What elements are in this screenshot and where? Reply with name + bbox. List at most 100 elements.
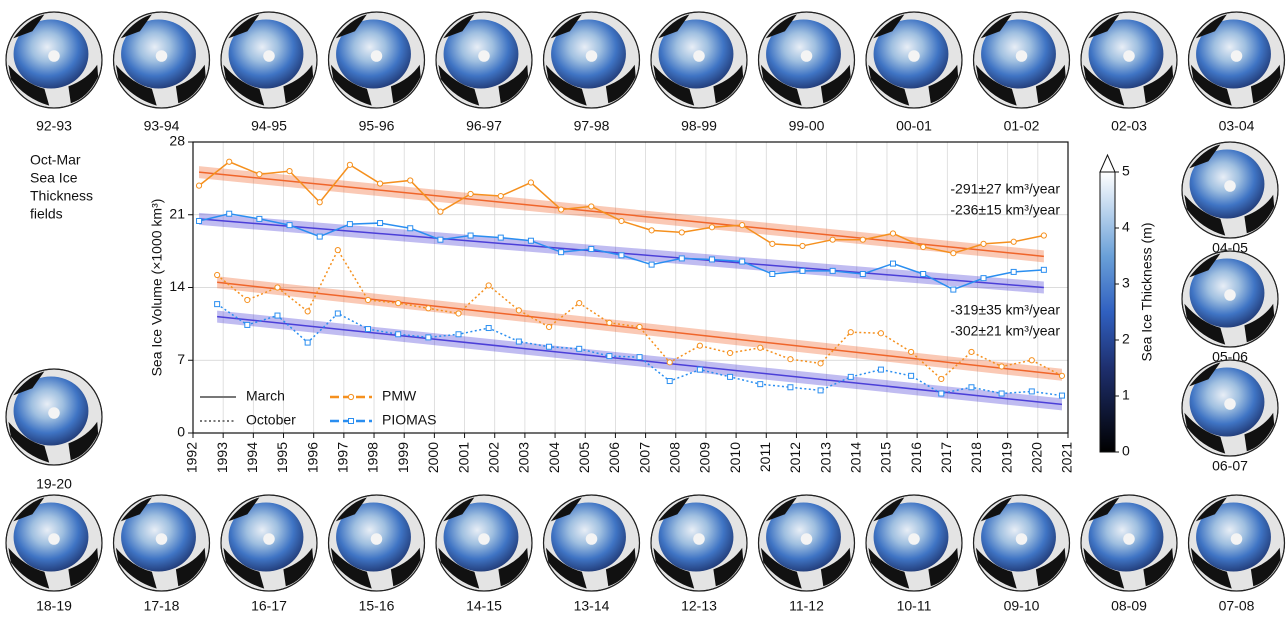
point xyxy=(1040,232,1047,239)
map-label: 11-12 xyxy=(789,598,824,614)
map-rim xyxy=(1181,250,1279,348)
map-land xyxy=(868,64,910,106)
point xyxy=(908,348,915,356)
map-land xyxy=(175,547,206,587)
map-land xyxy=(68,547,99,587)
map-label: 08-09 xyxy=(1111,598,1147,614)
point xyxy=(787,356,794,363)
point xyxy=(739,258,746,265)
point xyxy=(346,221,353,228)
map-rim xyxy=(112,11,211,109)
map-pole xyxy=(693,533,705,545)
map: 03-04 xyxy=(1187,11,1286,134)
map-land xyxy=(8,421,50,463)
map-rim xyxy=(435,11,533,109)
x-tick-label: 2020 xyxy=(1029,442,1045,473)
map-land xyxy=(283,64,314,104)
map-land xyxy=(713,547,744,587)
map-land xyxy=(8,64,50,106)
map-label: 94-95 xyxy=(251,118,287,134)
point xyxy=(920,270,927,277)
point xyxy=(890,260,896,267)
colorbar-tick-label: 4 xyxy=(1122,219,1130,235)
map-land xyxy=(115,547,157,589)
map-pole xyxy=(263,533,275,545)
colorbar-tick-label: 5 xyxy=(1122,163,1130,179)
point xyxy=(256,171,263,178)
map-land xyxy=(1083,547,1125,589)
map-rim xyxy=(112,494,211,592)
map-rim xyxy=(972,494,1071,592)
trend-label: -291±27 km³/year xyxy=(950,181,1060,197)
map-label: 97-98 xyxy=(574,118,610,134)
map-label: 06-07 xyxy=(1212,458,1248,474)
point xyxy=(558,206,565,213)
map: 06-07 xyxy=(1181,359,1279,474)
map-rim xyxy=(542,494,641,592)
point xyxy=(769,270,776,277)
x-tick-label: 2012 xyxy=(787,442,803,473)
map-rim xyxy=(1187,11,1286,109)
point xyxy=(304,339,311,346)
x-tick-label: 2007 xyxy=(636,442,652,473)
point xyxy=(980,275,987,282)
map-pole xyxy=(585,533,598,545)
map-pole xyxy=(263,50,275,62)
map-land xyxy=(1244,194,1275,234)
map-land xyxy=(1035,64,1066,104)
map-land xyxy=(283,547,314,587)
point xyxy=(787,384,794,391)
plot-frame xyxy=(192,141,1069,434)
map-rim xyxy=(1181,359,1279,457)
map-rim xyxy=(650,494,748,592)
map-land xyxy=(443,497,475,522)
point xyxy=(666,359,673,366)
map-rim xyxy=(865,494,963,592)
map-land xyxy=(545,64,587,106)
legend-marker xyxy=(347,393,355,401)
point xyxy=(708,224,716,231)
point xyxy=(799,242,806,250)
map: 95-96 xyxy=(327,11,426,134)
x-tick-label: 2010 xyxy=(727,442,743,473)
trend-label: -236±15 km³/year xyxy=(950,202,1060,218)
x-tick-label: 2009 xyxy=(697,442,713,473)
point xyxy=(576,299,583,307)
map-land xyxy=(760,64,802,106)
map-label: 95-96 xyxy=(359,118,395,134)
point xyxy=(588,203,595,210)
map: 13-14 xyxy=(542,494,641,614)
map-pole xyxy=(478,50,490,62)
map-pole xyxy=(1224,180,1236,192)
y-tick-label: 28 xyxy=(169,133,185,149)
point xyxy=(727,373,734,380)
map-land xyxy=(868,547,910,589)
legend-label: October xyxy=(246,412,296,428)
point xyxy=(847,373,854,380)
point xyxy=(847,329,854,336)
colorbar xyxy=(1099,171,1116,453)
point xyxy=(859,270,866,277)
map-land xyxy=(975,547,1017,589)
point xyxy=(1058,392,1065,399)
point xyxy=(829,267,836,274)
point xyxy=(455,331,462,338)
map: 17-18 xyxy=(112,494,211,614)
x-tick-label: 2013 xyxy=(817,442,833,473)
point xyxy=(334,246,341,254)
map-rim xyxy=(972,11,1071,109)
map-land xyxy=(1250,64,1281,104)
point xyxy=(226,210,233,217)
point xyxy=(437,236,444,243)
map-label: 19-20 xyxy=(36,476,72,492)
point xyxy=(950,250,957,257)
map-label: 99-00 xyxy=(789,118,825,134)
point xyxy=(636,354,643,361)
map-rim xyxy=(865,11,963,109)
map-label: 96-97 xyxy=(466,118,502,134)
point xyxy=(497,192,504,200)
map: 14-15 xyxy=(435,494,533,614)
point xyxy=(636,323,643,331)
map-land xyxy=(1250,547,1281,587)
